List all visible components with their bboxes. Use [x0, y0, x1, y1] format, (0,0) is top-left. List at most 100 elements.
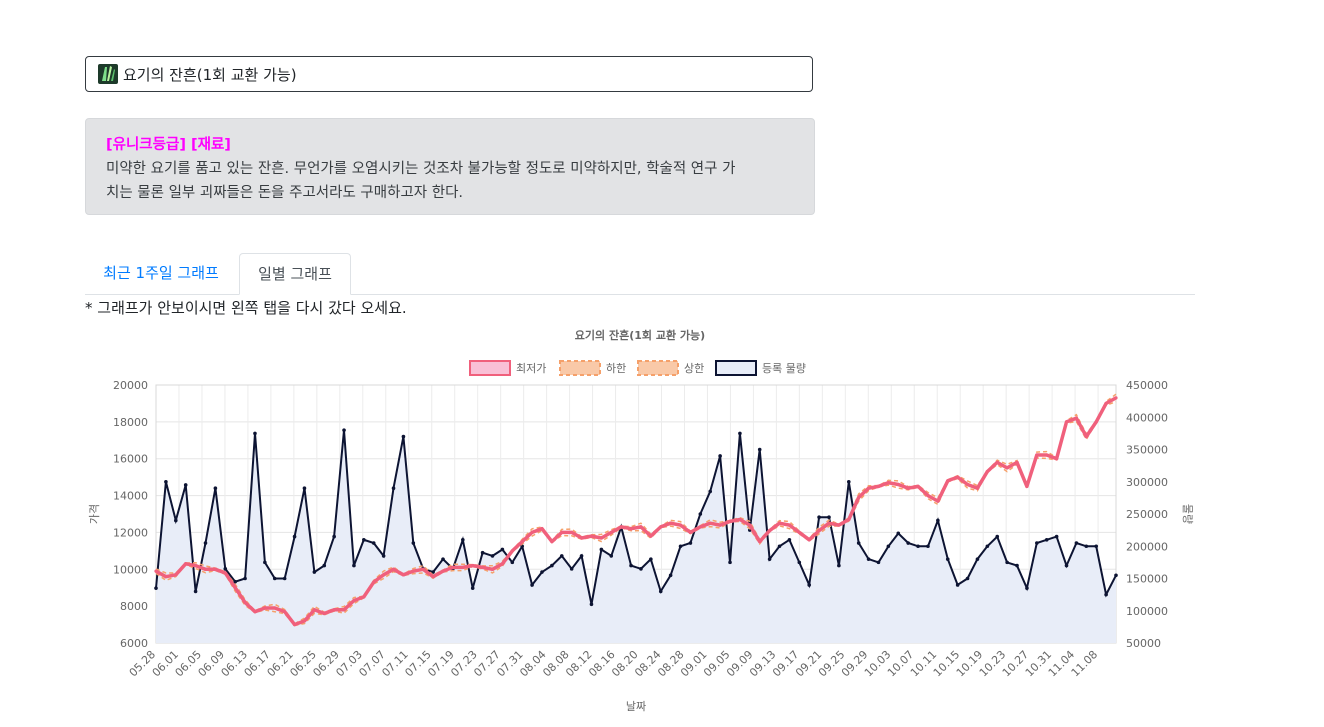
y-right-tick-label: 50000 [1126, 637, 1161, 650]
price-point [768, 528, 772, 533]
volume-point [1074, 541, 1079, 545]
price-point [362, 595, 366, 599]
price-point [886, 481, 890, 485]
price-point [273, 606, 277, 610]
price-point [471, 564, 475, 568]
price-point [352, 599, 356, 603]
volume-point [1054, 534, 1059, 539]
price-point [807, 538, 811, 542]
price-point [906, 486, 910, 490]
price-point [193, 564, 198, 568]
price-point [480, 565, 485, 570]
volume-point [668, 573, 673, 578]
volume-point [500, 547, 505, 552]
volume-point [1114, 573, 1118, 578]
volume-point [312, 570, 317, 574]
price-point [510, 549, 514, 553]
volume-point [916, 544, 920, 549]
volume-point [718, 454, 722, 458]
volume-point [896, 531, 901, 536]
volume-point [777, 544, 782, 549]
volume-point [639, 567, 643, 571]
price-point [738, 517, 742, 522]
description-line-1: 미약한 요기를 품고 있는 잔흔. 무언가를 오염시키는 것조차 불가능할 정도… [106, 161, 736, 177]
price-point [837, 523, 841, 527]
price-point [639, 525, 643, 529]
volume-point [322, 563, 327, 568]
price-point [520, 540, 524, 544]
price-point [589, 534, 594, 538]
legend-label-0: 최저가 [516, 362, 546, 375]
y-right-tick-label: 350000 [1126, 444, 1168, 457]
item-icon [98, 64, 118, 84]
volume-point [708, 489, 713, 494]
y-left-tick-label: 14000 [113, 490, 148, 503]
price-point [936, 499, 940, 503]
volume-point [282, 576, 287, 581]
tab-weekly-graph[interactable]: 최근 1주일 그래프 [103, 264, 219, 282]
price-point [1104, 401, 1108, 406]
volume-point [490, 554, 495, 558]
volume-point [945, 557, 950, 561]
y-right-tick-label: 100000 [1126, 605, 1168, 618]
price-point [1005, 466, 1009, 470]
tab-daily-graph[interactable]: 일별 그래프 [239, 253, 351, 295]
y-axis-left-title: 가격 [88, 504, 101, 524]
volume-point [362, 538, 366, 542]
volume-point [510, 560, 515, 565]
price-point [629, 527, 633, 531]
volume-point [876, 560, 881, 565]
volume-point [441, 557, 445, 561]
volume-point [530, 583, 534, 587]
volume-point [371, 541, 376, 545]
price-point [550, 540, 554, 544]
price-point [619, 525, 623, 529]
price-point [956, 475, 960, 479]
price-point [1025, 484, 1029, 488]
volume-point [649, 557, 653, 561]
price-point [223, 571, 227, 575]
price-point [758, 540, 762, 544]
y-right-tick-label: 450000 [1126, 379, 1168, 392]
volume-point [559, 554, 564, 558]
volume-point [213, 486, 218, 490]
price-point [382, 573, 386, 577]
volume-point [302, 486, 307, 490]
price-point [649, 534, 653, 538]
volume-point [589, 602, 594, 607]
price-point [669, 521, 673, 525]
volume-point [886, 544, 891, 549]
volume-point [787, 538, 792, 542]
volume-point [866, 557, 871, 561]
volume-point [629, 563, 633, 568]
y-left-tick-label: 8000 [120, 600, 148, 613]
price-point [678, 523, 683, 527]
volume-point [807, 583, 811, 587]
price-point [857, 495, 861, 500]
price-point [540, 527, 544, 531]
volume-point [263, 560, 267, 565]
volume-point [292, 534, 297, 539]
volume-point [243, 576, 247, 581]
price-point [748, 523, 752, 527]
volume-point [658, 589, 663, 594]
volume-point [272, 576, 277, 581]
price-point [372, 580, 376, 584]
volume-point [985, 544, 990, 549]
price-point [876, 484, 881, 488]
price-point [213, 567, 217, 571]
price-point [401, 573, 406, 577]
price-point [579, 536, 584, 540]
legend-swatch-0 [469, 360, 511, 376]
volume-point [728, 560, 732, 565]
y-left-tick-label: 18000 [113, 416, 148, 429]
volume-line [155, 430, 1117, 605]
volume-point [431, 570, 435, 574]
volume-point [797, 560, 802, 565]
volume-point [401, 434, 406, 439]
legend-swatch-1 [559, 360, 601, 376]
price-point [985, 470, 989, 474]
volume-point [342, 428, 346, 432]
price-point [431, 575, 435, 579]
price-point [263, 606, 267, 610]
